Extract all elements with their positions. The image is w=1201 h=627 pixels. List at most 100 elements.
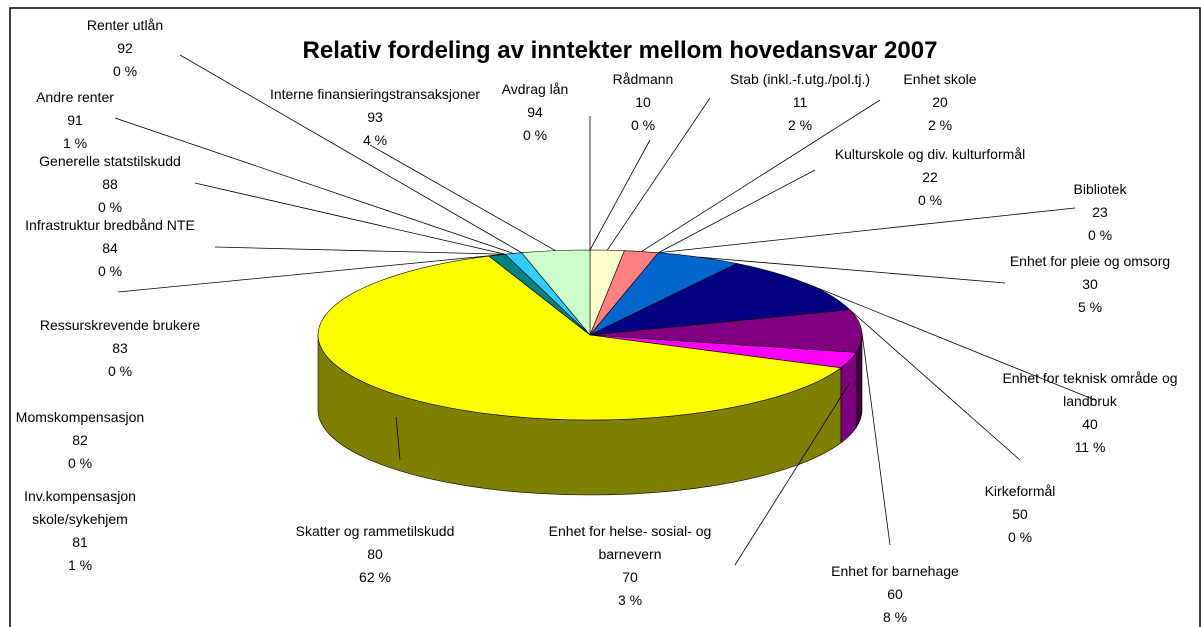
label-code: 84 (102, 240, 118, 256)
label-name: Stab (inkl.-f.utg./pol.tj.) (729, 71, 871, 87)
label-code: 83 (112, 340, 128, 356)
leader-line (658, 169, 816, 254)
leader-line (395, 417, 401, 461)
label-value: 0 % (630, 117, 656, 133)
label-code: 92 (117, 40, 133, 56)
label-code: 70 (622, 569, 638, 585)
data-label: Inv.kompensasjon skole/sykehjem 81 1 % (10, 485, 150, 577)
label-name: Enhet skole (903, 71, 977, 87)
chart-border (9, 7, 1201, 627)
label-name: Generelle statstilskudd (39, 153, 181, 169)
label-value: 0 % (1087, 227, 1113, 243)
label-value: 2 % (787, 117, 813, 133)
label-value: 8 % (882, 609, 908, 625)
label-code: 82 (72, 432, 88, 448)
data-label: Avdrag lån 94 0 % (475, 78, 595, 147)
label-value: 4 % (362, 132, 388, 148)
data-label: Ressurskrevende brukere 83 0 % (10, 314, 230, 383)
leader-line (734, 382, 851, 566)
leader-line (806, 283, 1096, 401)
leader-line (861, 330, 891, 546)
leader-line (641, 99, 881, 252)
leader-line (179, 54, 522, 254)
label-value: 0 % (522, 127, 548, 143)
label-code: 23 (1092, 204, 1108, 220)
label-code: 94 (527, 104, 543, 120)
data-label: Generelle statstilskudd 88 0 % (10, 150, 210, 219)
label-name: Ressurskrevende brukere (39, 317, 201, 333)
label-value: 3 % (617, 592, 643, 608)
label-code: 11 (792, 94, 808, 110)
leader-line (114, 117, 514, 254)
data-label: Kirkeformål 50 0 % (960, 480, 1080, 549)
leader-line (214, 246, 506, 255)
label-value: 0 % (97, 199, 123, 215)
data-label: Enhet for barnehage 60 8 % (805, 560, 985, 627)
label-name: Renter utlån (86, 17, 164, 33)
label-code: 30 (1082, 276, 1098, 292)
leader-line (849, 309, 1021, 461)
data-label: Enhet for teknisk område og landbruk 40 11… (980, 367, 1200, 459)
leader-line (369, 144, 556, 252)
label-value: 62 % (359, 569, 391, 585)
label-code: 81 (72, 534, 88, 550)
tops (317, 249, 863, 421)
label-value: 0 % (67, 455, 93, 471)
leader-line (117, 253, 506, 293)
label-code: 93 (367, 109, 383, 125)
label-code: 91 (67, 112, 83, 128)
data-label: Enhet for helse- sosial- og barnevern 70 3… (520, 520, 740, 612)
label-value: 0 % (1007, 529, 1033, 545)
label-value: 0 % (917, 192, 943, 208)
leaders (114, 54, 1096, 566)
label-name: Interne finansieringstransaksjoner (269, 86, 481, 102)
label-value: 0 % (97, 263, 123, 279)
label-name: Inv.kompensasjon skole/sykehjem (24, 488, 136, 527)
data-label: Bibliotek 23 0 % (1040, 178, 1160, 247)
data-label: Enhet skole 20 2 % (880, 68, 1000, 137)
data-label: Infrastruktur bredbånd NTE 84 0 % (5, 214, 215, 283)
data-label: Momskompensasjon 82 0 % (0, 406, 160, 475)
label-code: 50 (1012, 506, 1028, 522)
data-label: Enhet for pleie og omsorg 30 5 % (990, 250, 1190, 319)
label-value: 1 % (67, 557, 93, 573)
data-label: Stab (inkl.-f.utg./pol.tj.) 11 2 % (710, 68, 890, 137)
label-name: Enhet for helse- sosial- og barnevern (548, 523, 712, 562)
label-name: Momskompensasjon (15, 409, 145, 425)
label-value: 0 % (107, 363, 133, 379)
label-name: Avdrag lån (501, 81, 569, 97)
label-name: Kulturskole og div. kulturformål (834, 146, 1026, 162)
data-label: Skatter og rammetilskudd 80 62 % (265, 520, 485, 589)
label-code: 88 (102, 176, 118, 192)
data-label: Kulturskole og div. kulturformål 22 0 % (800, 143, 1060, 212)
data-label: Andre renter 91 1 % (5, 86, 145, 155)
label-name: Infrastruktur bredbånd NTE (25, 217, 195, 233)
label-value: 11 % (1074, 439, 1106, 455)
label-name: Enhet for teknisk område og landbruk (1002, 370, 1178, 409)
label-code: 22 (922, 169, 938, 185)
label-code: 40 (1082, 416, 1098, 432)
slice (589, 263, 851, 336)
label-code: 20 (932, 94, 948, 110)
label-name: Skatter og rammetilskudd (295, 523, 455, 539)
slice (317, 255, 842, 421)
label-value: 0 % (112, 63, 138, 79)
label-code: 80 (367, 546, 383, 562)
data-label: Renter utlån 92 0 % (65, 14, 185, 83)
label-name: Bibliotek (1073, 181, 1127, 197)
label-name: Enhet for barnehage (831, 563, 959, 579)
label-name: Enhet for pleie og omsorg (1009, 253, 1171, 269)
data-label: Rådmann 10 0 % (583, 68, 703, 137)
label-name: Rådmann (612, 71, 674, 87)
label-name: Kirkeformål (984, 483, 1056, 499)
leader-line (606, 97, 711, 251)
label-value: 5 % (1077, 299, 1103, 315)
label-code: 60 (887, 586, 903, 602)
label-name: Andre renter (36, 89, 114, 105)
label-value: 1 % (62, 135, 88, 151)
label-code: 10 (635, 94, 651, 110)
leader-line (658, 207, 1076, 254)
leader-line (589, 139, 651, 251)
